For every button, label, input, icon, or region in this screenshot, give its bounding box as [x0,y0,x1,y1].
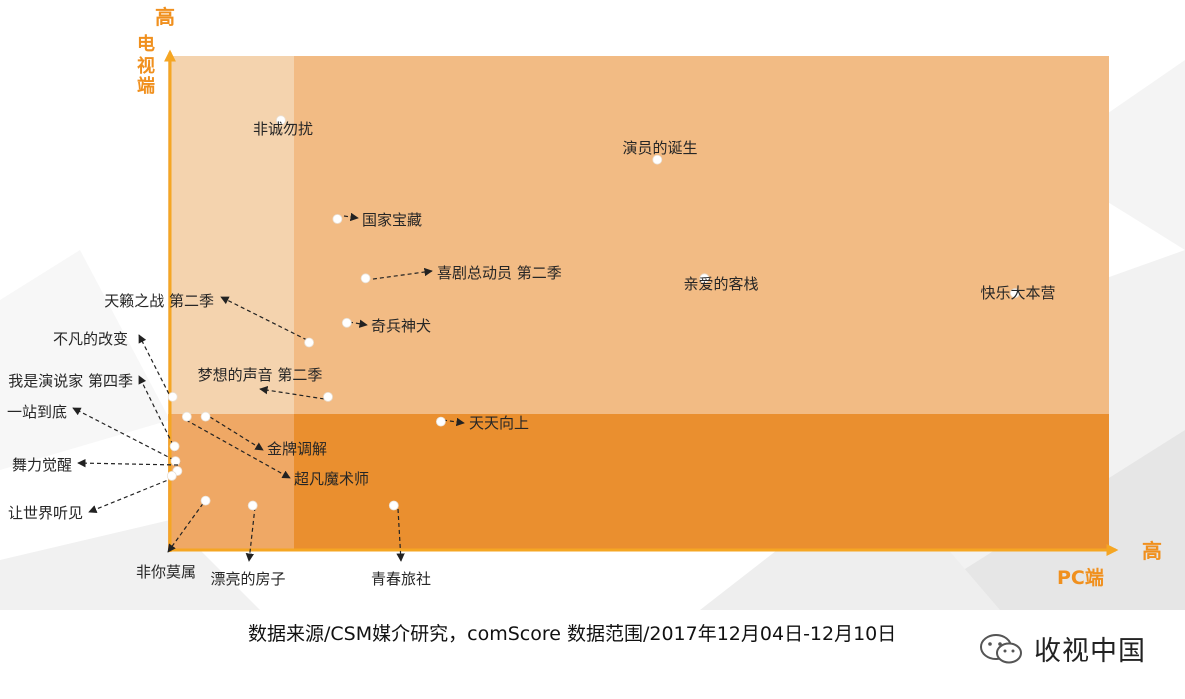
data-point [166,470,177,481]
point-label: 喜剧总动员 第二季 [437,264,562,282]
leader-arrow [343,212,359,222]
y-axis-label-char-0: 电 [137,33,155,55]
data-point [332,214,343,224]
data-point [1010,288,1020,299]
leader-arrow [88,477,174,514]
point-label: 奇兵神犬 [371,317,431,335]
x-axis-high-label: 高 [1142,539,1162,563]
y-axis-label-char-2: 端 [137,76,155,97]
point-label: 舞力觉醒 [12,456,72,474]
data-source-note: 数据来源/CSM媒介研究，comScore 数据范围/2017年12月04日-1… [248,623,897,645]
data-point [181,411,192,422]
x-axis-label: PC端 [1057,566,1104,589]
wechat-icon [980,633,1022,663]
leader-arrow [348,319,368,328]
point-label: 让世界听见 [8,504,83,522]
point-label: 不凡的改变 [53,330,128,348]
point-label: 金牌调解 [267,440,327,458]
leader-arrow [396,508,405,562]
y-axis-label-char-1: 视 [137,55,155,77]
data-point [323,391,333,402]
point-label: 天籁之战 第二季 [104,292,214,310]
point-label: 快乐大本营 [980,284,1055,302]
points-layer: 非诚勿扰演员的诞生国家宝藏喜剧总动员 第二季亲爱的客栈快乐大本营 天籁之战 第二季… [7,115,1056,588]
region-high-tv [168,56,1109,414]
leader-arrow [442,417,465,427]
y-axis-label: 电 视 端 [137,33,161,97]
point-label: 我是演说家 第四季 [8,372,133,390]
data-point [304,337,315,348]
y-axis-high-label: 高 [155,5,175,29]
data-point [200,495,211,506]
brand: 收视中国 [978,629,1146,668]
point-label: 超凡魔术师 [294,470,369,488]
point-label: 亲爱的客栈 [683,275,758,293]
leader-arrow [209,416,264,451]
data-point [169,441,180,452]
leader-arrow [220,296,308,341]
data-point [200,411,211,422]
data-point [167,391,178,402]
leader-arrow [77,458,179,468]
data-point [699,273,710,284]
region-low-tv-left [168,414,294,550]
leader-arrow [138,334,173,401]
point-label: 一站到底 [7,403,67,421]
data-point [652,154,663,165]
region-high-tv-left [168,56,294,414]
point-label: 国家宝藏 [362,211,422,229]
leader-arrow [245,506,256,562]
data-point [170,456,181,467]
region-low-tv [168,414,1109,550]
point-label: 非你莫属 [136,563,196,581]
point-label: 非诚勿扰 [253,120,313,138]
data-point [247,500,258,511]
leader-arrow [185,419,291,479]
data-point [388,500,399,511]
brand-name: 收视中国 [1034,636,1146,667]
leader-arrow [72,407,181,464]
point-label: 梦想的声音 第二季 [198,366,323,384]
point-label: 天天向上 [469,414,529,432]
data-point [275,115,286,126]
point-label: 青春旅社 [371,570,431,588]
point-label: 漂亮的房子 [210,570,285,588]
leader-arrow [259,386,332,401]
footer [0,610,1185,699]
data-point [341,317,352,328]
data-point [360,273,371,284]
point-label: 演员的诞生 [622,139,697,157]
chart-area: 高 电 视 端 高 PC端 非诚勿扰演员的诞生国家宝藏喜剧总动员 第二季亲爱的客… [0,5,1185,610]
data-point [435,416,446,427]
